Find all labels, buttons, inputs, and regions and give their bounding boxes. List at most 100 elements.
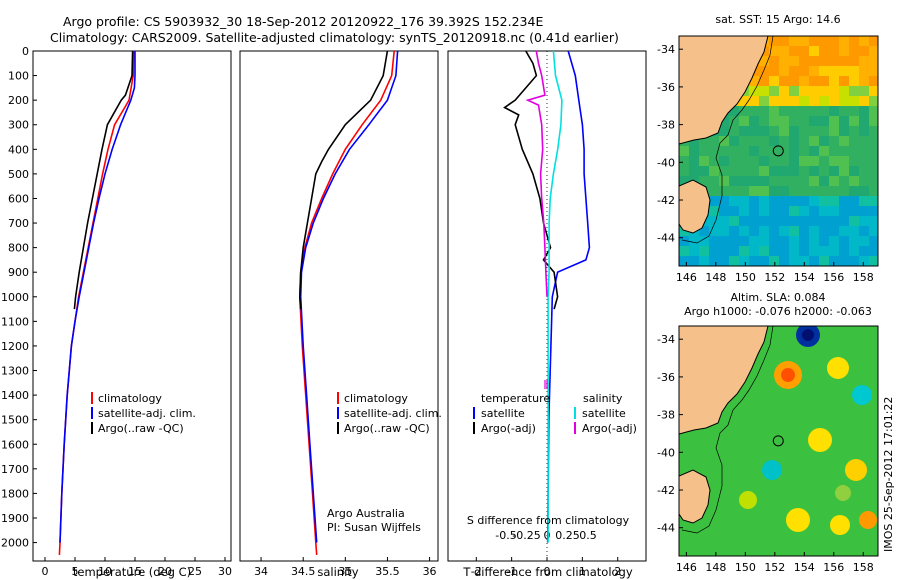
map-cell <box>749 76 760 87</box>
map-cell <box>719 226 730 237</box>
map-cell <box>859 166 870 177</box>
series-t-satellite <box>546 51 591 543</box>
x-tick-label: 0 <box>42 565 49 578</box>
map-cell <box>829 226 840 237</box>
map-cell <box>719 126 730 137</box>
map-cell <box>739 196 750 207</box>
map-cell <box>789 186 800 197</box>
map-cell <box>719 196 730 207</box>
temperature-series <box>58 51 136 555</box>
map-cell <box>759 56 770 67</box>
map-cell <box>829 186 840 197</box>
x-tick-label: -2 <box>471 565 482 578</box>
sla-map-title: Altim. SLA: 0.084 <box>730 291 825 304</box>
map-cell <box>789 116 800 127</box>
map-cell <box>839 246 850 257</box>
coastline <box>679 469 711 524</box>
map-cell <box>779 206 790 217</box>
map-cell <box>759 86 770 97</box>
map-cell <box>859 56 870 67</box>
header-line1: Argo profile: CS 5903932_30 18-Sep-2012 … <box>63 14 543 29</box>
x-tick-label: 148 <box>705 561 726 574</box>
series-s-argo-adj- <box>525 51 548 297</box>
map-cell <box>749 236 760 247</box>
y-tick-label: 800 <box>8 242 29 255</box>
map-cell <box>769 56 780 67</box>
x-tick-label: 34 <box>254 565 268 578</box>
map-cell <box>759 116 770 127</box>
map-cell <box>799 36 810 47</box>
map-cell <box>749 256 760 266</box>
coastline <box>679 36 769 145</box>
map-cell <box>849 176 860 187</box>
map-cell <box>839 126 850 137</box>
map-cell <box>849 156 860 167</box>
map-cell <box>869 256 878 266</box>
y-tick-label: 100 <box>8 70 29 83</box>
map-cell <box>759 66 770 77</box>
y-tick-label: 1800 <box>1 487 29 500</box>
map-cell <box>829 216 840 227</box>
map-cell <box>689 146 700 157</box>
y-tick-label: 700 <box>8 217 29 230</box>
x-tick-label: -1 <box>506 565 517 578</box>
y-tick-label: -40 <box>657 156 675 169</box>
x-tick-label: 35.5 <box>375 565 400 578</box>
map-cell <box>869 46 878 57</box>
map-cell <box>849 56 860 67</box>
map-cell <box>849 186 860 197</box>
map-cell <box>779 46 790 57</box>
map-cell <box>849 66 860 77</box>
legend-label-s-argo: Argo(-adj) <box>582 422 637 435</box>
map-cell <box>729 106 740 117</box>
map-cell <box>849 196 860 207</box>
map-cell <box>819 46 830 57</box>
map-cell <box>749 106 760 117</box>
map-cell <box>739 126 750 137</box>
map-cell <box>739 186 750 197</box>
map-cell <box>859 86 870 97</box>
map-cell <box>759 166 770 177</box>
map-cell <box>789 36 800 47</box>
sst-map-frame <box>678 35 879 267</box>
map-cell <box>679 226 690 237</box>
map-cell <box>739 146 750 157</box>
map-cell <box>789 256 800 266</box>
sla-map-panel: Altim. SLA: 0.084 Argo h1000: -0.076 h20… <box>657 291 879 574</box>
x-tick-label: 152 <box>764 561 785 574</box>
x-tick-label: 34.5 <box>291 565 316 578</box>
map-cell <box>759 206 770 217</box>
map-cell <box>819 196 830 207</box>
y-tick-label: 1900 <box>1 512 29 525</box>
map-cell <box>739 166 750 177</box>
map-cell <box>779 256 790 266</box>
map-cell <box>779 176 790 187</box>
map-cell <box>839 106 850 117</box>
x-tick-label: 1 <box>579 565 586 578</box>
map-cell <box>679 256 690 266</box>
y-tick-label: 2000 <box>1 537 29 550</box>
map-cell <box>799 136 810 147</box>
map-cell <box>849 256 860 266</box>
map-cell <box>759 236 770 247</box>
map-cell <box>709 156 720 167</box>
y-tick-label: -38 <box>657 119 675 132</box>
map-cell <box>869 206 878 217</box>
map-cell <box>809 216 820 227</box>
map-cell <box>819 86 830 97</box>
map-cell <box>679 166 690 177</box>
map-cell <box>829 86 840 97</box>
map-cell <box>799 66 810 77</box>
map-cell <box>819 76 830 87</box>
map-cell <box>679 156 690 167</box>
map-cell <box>839 36 850 47</box>
map-cell <box>759 156 770 167</box>
sst-map-panel: sat. SST: 15 Argo: 14.6 146 148 150 152 154 1… <box>657 13 879 284</box>
map-cell <box>769 46 780 57</box>
map-cell <box>829 246 840 257</box>
y-tick-label: 1400 <box>1 389 29 402</box>
land-mass <box>679 470 710 523</box>
map-anomaly <box>859 511 877 529</box>
map-cell <box>869 156 878 167</box>
y-tick-label: -42 <box>657 194 675 207</box>
